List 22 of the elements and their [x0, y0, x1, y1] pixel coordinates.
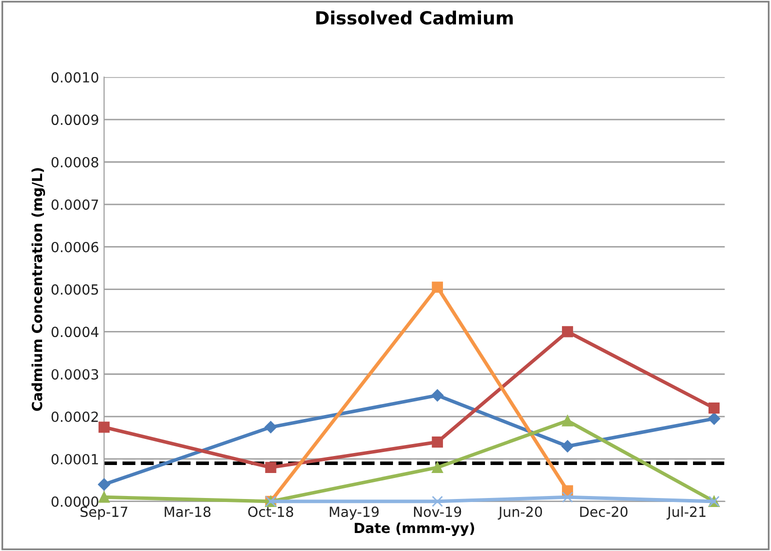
- y-tick-label: 0.0008: [52, 156, 98, 168]
- y-tick-label: 0.0010: [52, 72, 98, 83]
- x-tick-label: May-19: [330, 506, 379, 520]
- y-tick-label: 0.0006: [52, 242, 98, 252]
- y-tick-label: 0.0003: [52, 369, 98, 380]
- y-tick-label: 0.0005: [52, 284, 98, 295]
- x-tick-label: Nov-19: [414, 506, 462, 518]
- x-tick-label: Jul-21: [666, 506, 706, 520]
- x-axis-title: Date (mmm-yy): [354, 522, 474, 536]
- x-tick-label: Dec-20: [580, 506, 628, 518]
- x-tick-label: Sep-17: [80, 506, 128, 520]
- y-tick-label: 0.0001: [52, 454, 98, 464]
- x-tick-label: Oct-18: [248, 506, 294, 518]
- y-tick-label: 0.0009: [52, 114, 98, 126]
- y-tick-label: 0.0004: [52, 326, 98, 338]
- y-tick-label: 0.0002: [52, 412, 98, 422]
- chart-title: Dissolved Cadmium: [316, 10, 513, 25]
- y-tick-label: 0.0000: [52, 496, 98, 507]
- x-tick-label: Mar-18: [164, 506, 210, 518]
- y-tick-label: 0.0007: [52, 199, 98, 210]
- y-axis-title: Cadmium Concentration (mg/L): [32, 168, 46, 411]
- x-tick-label: Jun-20: [498, 506, 542, 520]
